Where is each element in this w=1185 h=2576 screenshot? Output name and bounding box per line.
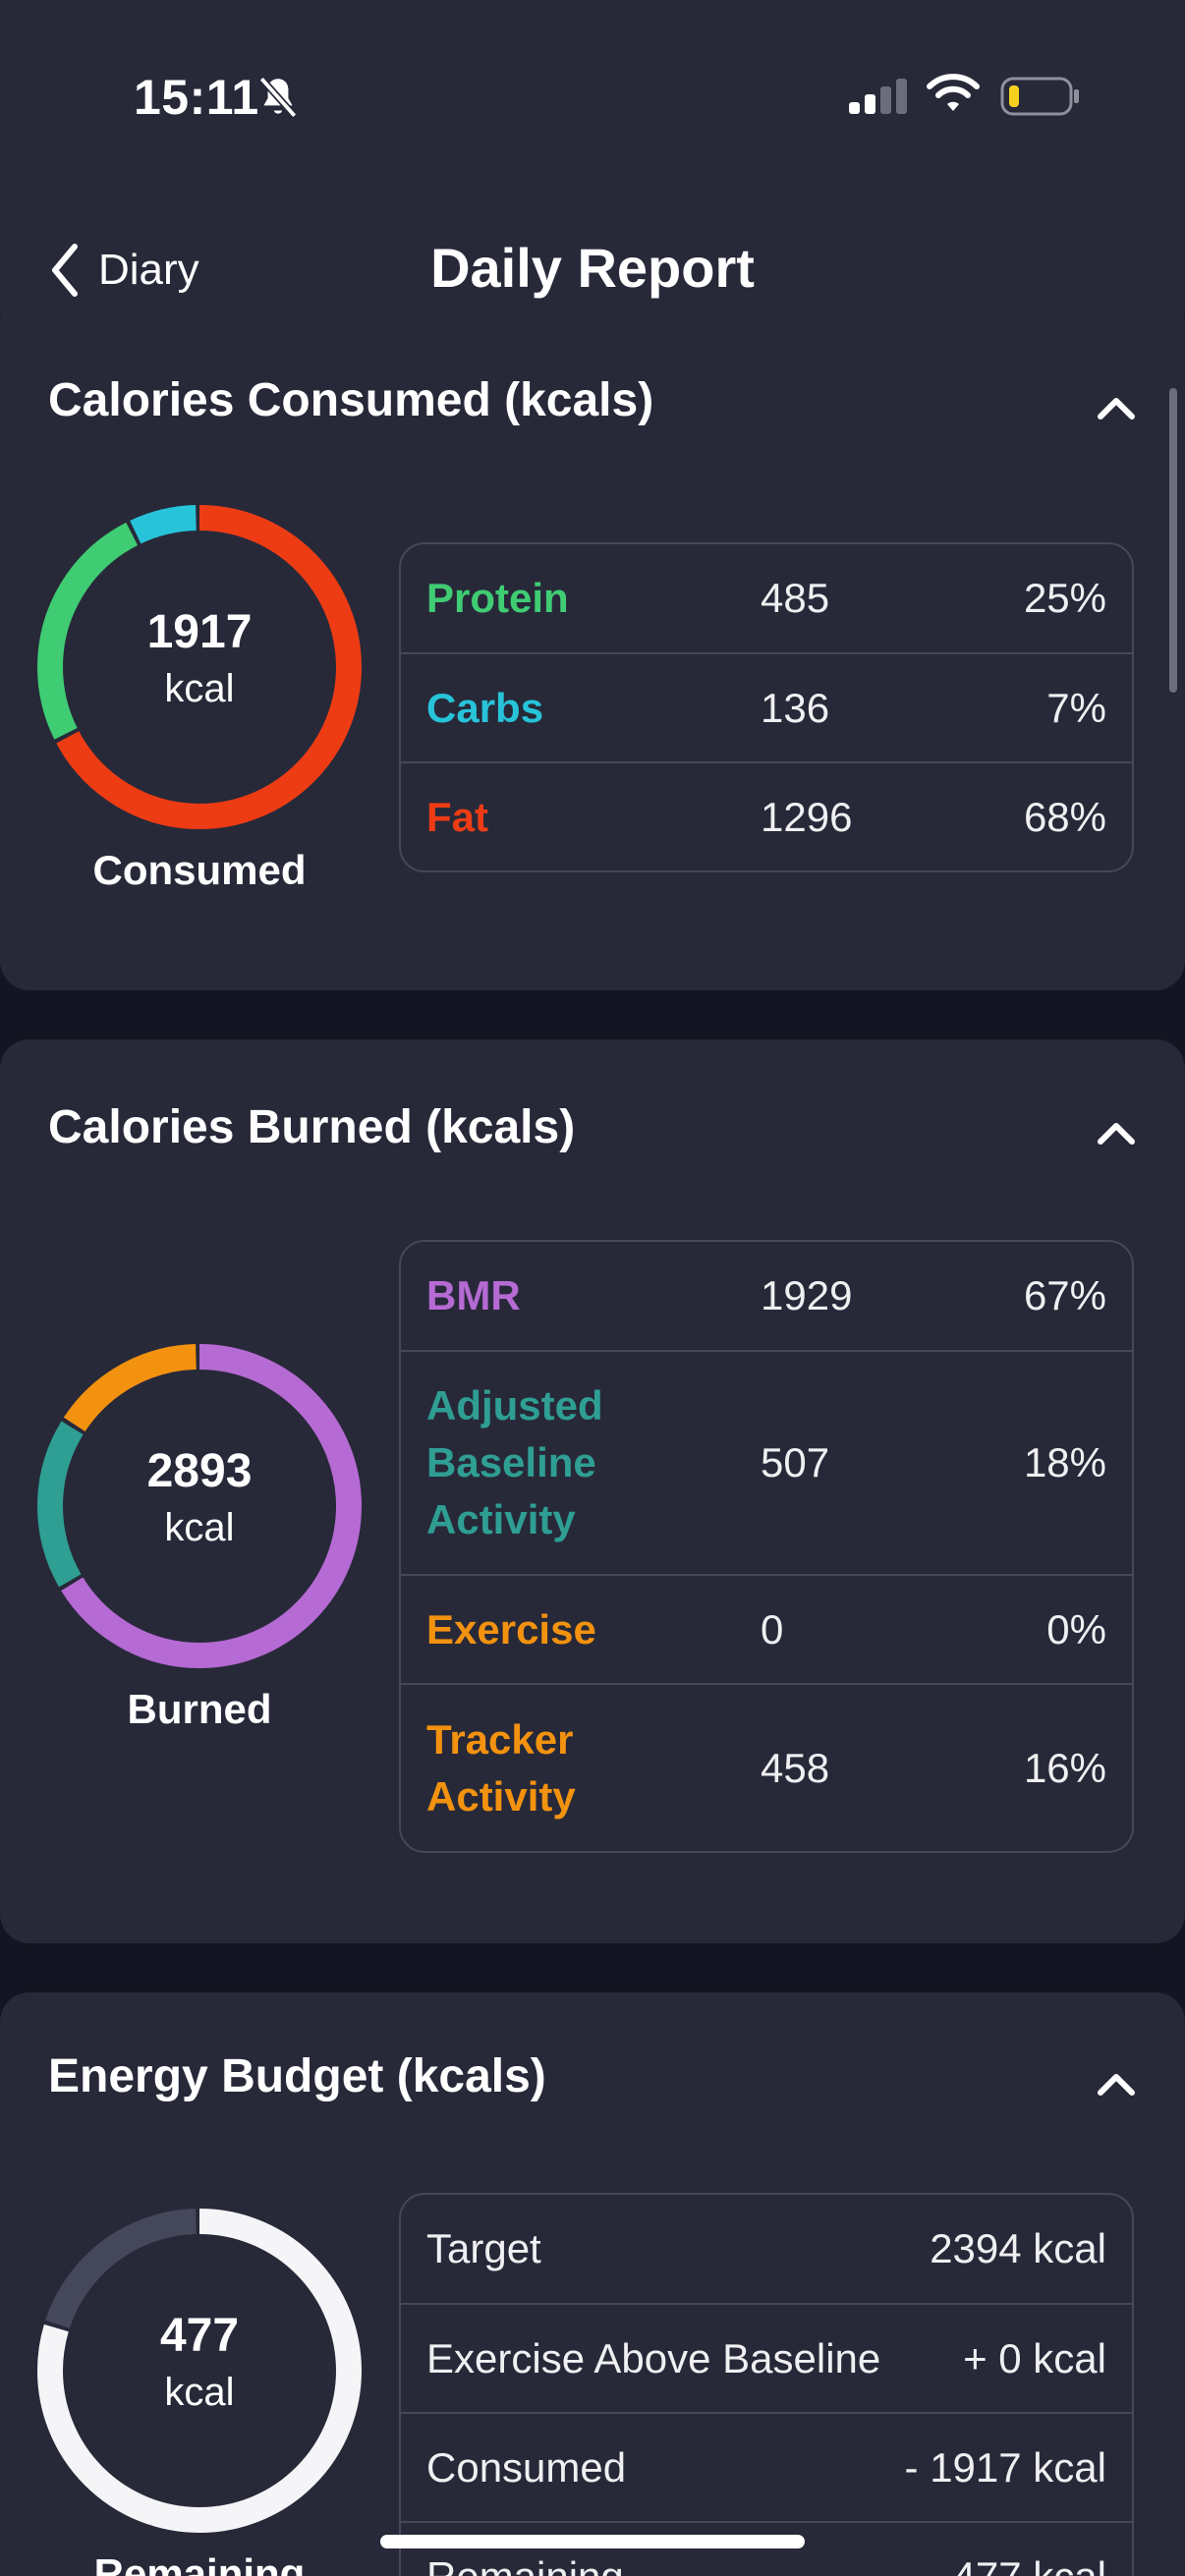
table-row: Target 2394 kcal [401,2195,1132,2303]
protein-label: Protein [426,575,569,621]
tracker-activity-value: 458 [761,1744,830,1791]
carbs-percent: 7% [1046,684,1106,731]
budget-table: Target 2394 kcal Exercise Above Baseline… [399,2193,1134,2576]
back-label: Diary [98,246,199,294]
burned-segment-adjusted-baseline [37,1344,362,1668]
remaining-unit: kcal [164,2371,235,2414]
table-row: Carbs 136 7% [401,652,1132,761]
burned-unit: kcal [164,1506,235,1549]
budget-donut-chart [37,2209,362,2533]
target-value: 2394 kcal [930,2225,1106,2271]
back-button[interactable]: Diary [47,236,199,305]
table-row: Adjusted Baseline Activity 507 18% [401,1350,1132,1574]
consumed-unit: kcal [164,667,235,710]
remaining-value: 477 kcal [952,2552,1106,2576]
remaining-total: 477 [159,2310,240,2362]
burned-donut: 2893 kcal [35,1342,364,1670]
consumed-value: - 1917 kcal [904,2443,1106,2491]
exercise-value: 0 [761,1605,784,1652]
consumed-segment-protein [37,505,362,829]
remaining-label: Remaining [426,2552,624,2576]
chevron-left-icon [52,244,78,297]
consumed-segment-fat [37,505,362,829]
budget-segment-used [37,2209,362,2533]
burned-total: 2893 [146,1445,253,1497]
table-row: Tracker Activity 458 16% [401,1683,1132,1851]
bmr-percent: 67% [1023,1272,1106,1318]
protein-percent: 25% [1023,575,1106,621]
table-row: BMR 1929 67% [401,1242,1132,1350]
table-row: Exercise Above Baseline + 0 kcal [401,2303,1132,2412]
table-row: Fat 1296 68% [401,761,1132,870]
cellular-signal-icon [849,79,907,114]
carbs-label: Carbs [426,684,544,731]
top-bar: 15:11 Diary Daily [0,0,1185,351]
table-row: Exercise 0 0% [401,1574,1132,1683]
chevron-up-icon[interactable] [1087,379,1146,438]
tracker-activity-label: Tracker Activity [426,1715,576,1820]
battery-icon [1000,77,1079,116]
exercise-above-baseline-value: + 0 kcal [963,2334,1106,2381]
burned-donut-chart [37,1344,362,1668]
exercise-label: Exercise [426,1605,596,1652]
chevron-up-icon[interactable] [1087,1104,1146,1163]
burned-segment-bmr [37,1344,362,1668]
fat-value: 1296 [761,793,853,840]
calories-consumed-card: Calories Consumed (kcals) 1917 kcal Cons… [0,295,1185,990]
table-row: Consumed - 1917 kcal [401,2412,1132,2521]
consumed-total: 1917 [146,606,253,658]
consumed-donut: 1917 kcal [35,503,364,831]
bell-slash-icon [258,76,298,119]
consumed-label: Consumed [426,2443,627,2491]
chevron-up-icon[interactable] [1087,2055,1146,2114]
table-row: Remaining 477 kcal [401,2521,1132,2576]
adjusted-baseline-value: 507 [761,1439,830,1485]
target-label: Target [426,2225,541,2271]
fat-percent: 68% [1023,793,1106,840]
adjusted-baseline-label: Adjusted Baseline Activity [426,1382,603,1542]
exercise-percent: 0% [1046,1605,1106,1652]
burned-caption: Burned [127,1686,272,1732]
burned-table: BMR 1929 67% Adjusted Baseline Activity … [399,1240,1134,1853]
home-indicator[interactable] [380,2535,805,2548]
protein-value: 485 [761,575,830,621]
exercise-above-baseline-label: Exercise Above Baseline [426,2334,881,2381]
tracker-activity-percent: 16% [1023,1744,1106,1791]
burned-card-title: Calories Burned (kcals) [48,1101,576,1153]
budget-card-title: Energy Budget (kcals) [48,2050,546,2102]
wifi-icon [927,74,980,111]
adjusted-baseline-percent: 18% [1023,1439,1106,1485]
budget-donut: 477 kcal [35,2207,364,2535]
remaining-caption: Remaining [93,2550,306,2576]
bmr-value: 1929 [761,1272,853,1318]
fat-label: Fat [426,793,488,840]
consumed-donut-chart [37,505,362,829]
scrollbar[interactable] [1169,388,1177,693]
calories-burned-card: Calories Burned (kcals) 2893 kcal Burned… [0,1039,1185,1943]
status-time: 15:11 [134,70,259,125]
consumed-card-title: Calories Consumed (kcals) [48,374,654,426]
consumed-caption: Consumed [92,847,307,893]
bmr-label: BMR [426,1272,521,1318]
carbs-value: 136 [761,684,830,731]
energy-budget-card: Energy Budget (kcals) 477 kcal Remaining… [0,1992,1185,2576]
consumed-table: Protein 485 25% Carbs 136 7% Fat 1296 68… [399,542,1134,872]
table-row: Protein 485 25% [401,544,1132,652]
